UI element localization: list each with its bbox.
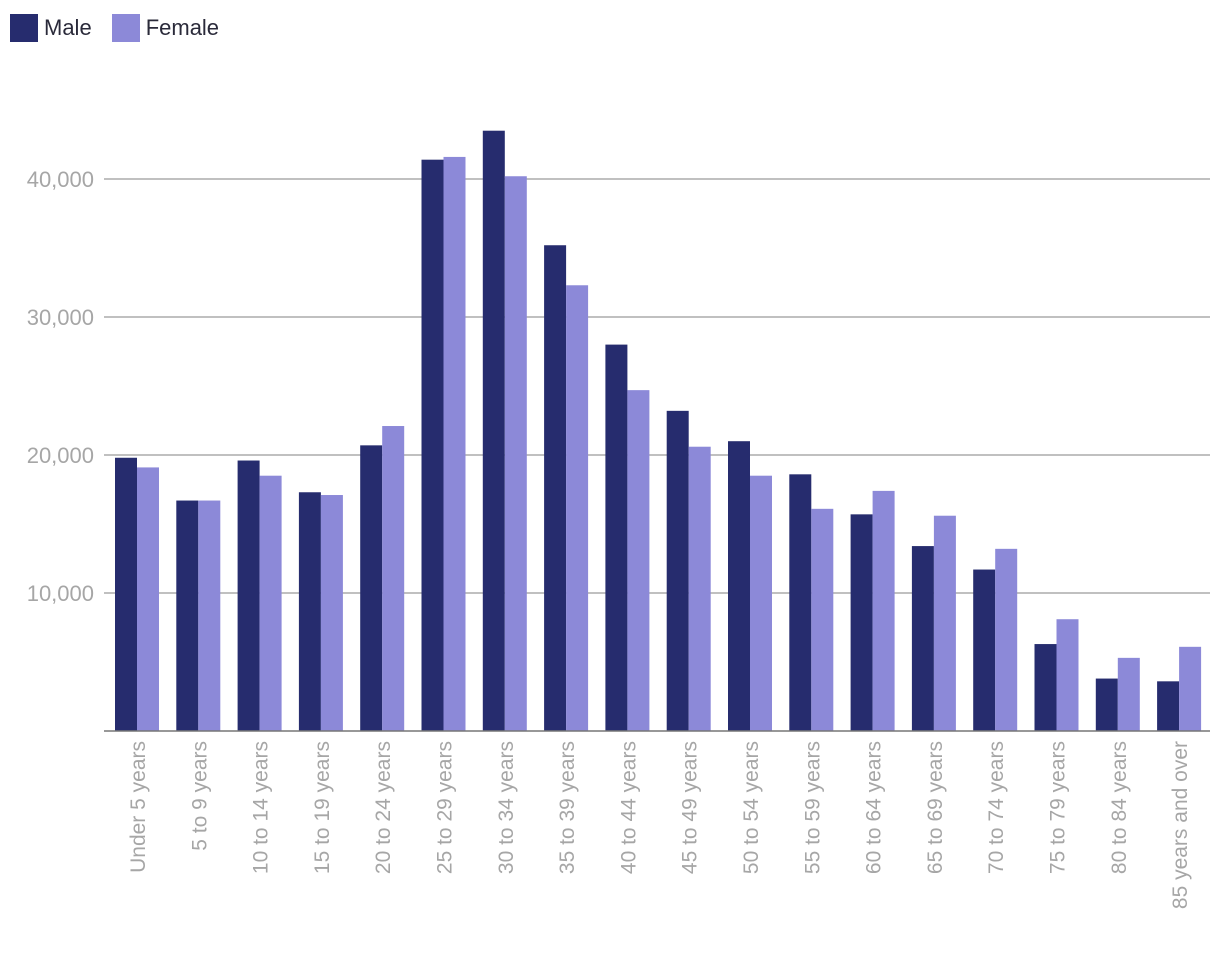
bar-female-5 bbox=[443, 156, 466, 732]
bar-female-13 bbox=[933, 515, 956, 731]
y-tick-label-30000: 30,000 bbox=[27, 305, 94, 330]
bar-male-5 bbox=[421, 159, 444, 731]
bar-female-17 bbox=[1179, 646, 1202, 731]
x-tick-label-3: 15 to 19 years bbox=[311, 741, 334, 874]
x-tick-label-15: 75 to 79 years bbox=[1047, 741, 1070, 874]
bar-male-16 bbox=[1095, 678, 1118, 731]
x-tick-label-10: 50 to 54 years bbox=[740, 741, 763, 874]
bar-female-10 bbox=[750, 475, 772, 731]
bar-male-3 bbox=[298, 492, 321, 731]
bar-female-11 bbox=[811, 508, 834, 731]
bar-male-11 bbox=[789, 474, 812, 731]
x-tick-label-12: 60 to 64 years bbox=[863, 741, 886, 874]
bar-female-0 bbox=[137, 467, 159, 731]
x-tick-label-2: 10 to 14 years bbox=[250, 741, 273, 874]
x-tick-label-0: Under 5 years bbox=[127, 741, 150, 873]
bar-female-16 bbox=[1117, 657, 1140, 731]
bar-female-1 bbox=[198, 500, 221, 731]
x-tick-label-9: 45 to 49 years bbox=[679, 741, 702, 874]
bar-male-10 bbox=[728, 441, 750, 731]
bar-male-13 bbox=[911, 546, 934, 731]
bar-female-8 bbox=[627, 390, 650, 731]
x-tick-label-8: 40 to 44 years bbox=[617, 741, 640, 874]
bar-male-0 bbox=[115, 457, 137, 731]
y-tick-label-10000: 10,000 bbox=[27, 581, 94, 606]
bar-male-4 bbox=[360, 445, 383, 731]
bar-female-2 bbox=[259, 475, 282, 731]
bar-male-17 bbox=[1157, 681, 1180, 731]
bar-female-6 bbox=[504, 176, 527, 732]
chart-legend: Male Female bbox=[10, 14, 239, 42]
bar-female-12 bbox=[872, 490, 895, 731]
bar-male-6 bbox=[482, 130, 505, 731]
x-tick-label-7: 35 to 39 years bbox=[556, 741, 579, 874]
y-tick-label-40000: 40,000 bbox=[27, 167, 94, 192]
bar-male-14 bbox=[973, 569, 996, 731]
x-tick-label-1: 5 to 9 years bbox=[188, 741, 211, 851]
legend-label-male: Male bbox=[44, 15, 92, 40]
legend-swatch-female bbox=[111, 14, 140, 42]
x-tick-label-14: 70 to 74 years bbox=[985, 741, 1008, 874]
bar-male-7 bbox=[544, 245, 567, 732]
bar-male-1 bbox=[176, 500, 199, 731]
bar-female-4 bbox=[382, 426, 405, 731]
legend-label-female: Female bbox=[145, 15, 220, 40]
bar-female-14 bbox=[995, 548, 1018, 731]
bar-female-7 bbox=[566, 285, 589, 731]
x-tick-label-4: 20 to 24 years bbox=[372, 741, 395, 874]
bar-female-3 bbox=[320, 495, 343, 731]
legend-item-female[interactable]: Female bbox=[111, 14, 220, 42]
bar-female-15 bbox=[1056, 619, 1079, 731]
bar-male-9 bbox=[666, 410, 689, 731]
bar-male-15 bbox=[1034, 644, 1057, 731]
bar-female-9 bbox=[688, 446, 711, 731]
x-tick-label-16: 80 to 84 years bbox=[1108, 741, 1131, 874]
bar-male-2 bbox=[237, 460, 260, 731]
x-tick-label-5: 25 to 29 years bbox=[434, 741, 457, 874]
y-tick-label-20000: 20,000 bbox=[27, 443, 94, 468]
bar-male-8 bbox=[605, 344, 628, 731]
x-tick-label-17: 85 years and over bbox=[1169, 741, 1192, 909]
x-tick-label-6: 30 to 34 years bbox=[495, 741, 518, 874]
bar-male-12 bbox=[850, 514, 873, 731]
legend-swatch-male bbox=[10, 14, 38, 42]
legend-item-male[interactable]: Male bbox=[10, 14, 92, 42]
x-tick-label-13: 65 to 69 years bbox=[924, 741, 947, 874]
x-tick-label-11: 55 to 59 years bbox=[801, 741, 824, 874]
